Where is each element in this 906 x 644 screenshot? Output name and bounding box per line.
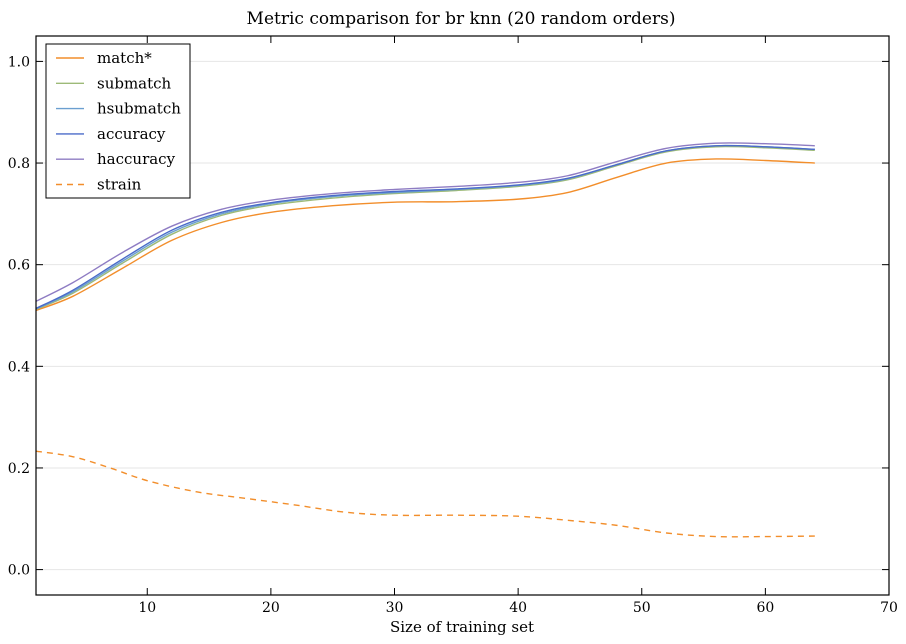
x-tick-label: 40 (509, 600, 527, 616)
x-tick-label: 70 (880, 600, 898, 616)
y-tick-label: 0.8 (8, 156, 30, 172)
legend-label-hsubmatch: hsubmatch (97, 100, 181, 118)
x-axis-label: Size of training set (390, 618, 534, 636)
y-tick-label: 0.2 (8, 461, 30, 477)
legend: match* submatch hsubmatch accuracy haccuracy… (45, 43, 191, 199)
legend-box (45, 43, 191, 199)
series-line-accuracy (35, 144, 815, 310)
plot-frame (35, 35, 890, 596)
y-tick-label: 1.0 (8, 54, 30, 70)
legend-label-haccuracy: haccuracy (97, 150, 176, 168)
series-lines (35, 142, 815, 538)
legend-label-accuracy: accuracy (97, 125, 166, 143)
y-tick-label: 0.4 (8, 359, 30, 375)
series-line-strain (35, 450, 815, 538)
x-tick-label: 30 (386, 600, 404, 616)
axes: 0.0 0.2 0.4 0.6 0.8 1.0 10 20 30 40 50 60 70 (8, 36, 898, 616)
legend-label-submatch: submatch (97, 74, 172, 92)
x-tick-label: 10 (138, 600, 156, 616)
y-tick-label: 0.0 (8, 563, 30, 579)
chart-title: Metric comparison for br knn (20 random … (247, 9, 676, 29)
x-tick-label: 50 (633, 600, 651, 616)
legend-label-match: match* (97, 49, 152, 67)
gridlines (36, 60, 889, 571)
y-tick-label: 0.6 (8, 258, 30, 274)
series-line-haccuracy (35, 142, 815, 302)
x-tick-label: 20 (262, 600, 280, 616)
series-line-match (35, 158, 815, 312)
x-tick-label: 60 (756, 600, 774, 616)
legend-label-strain: strain (97, 176, 142, 194)
series-line-submatch (35, 145, 815, 311)
